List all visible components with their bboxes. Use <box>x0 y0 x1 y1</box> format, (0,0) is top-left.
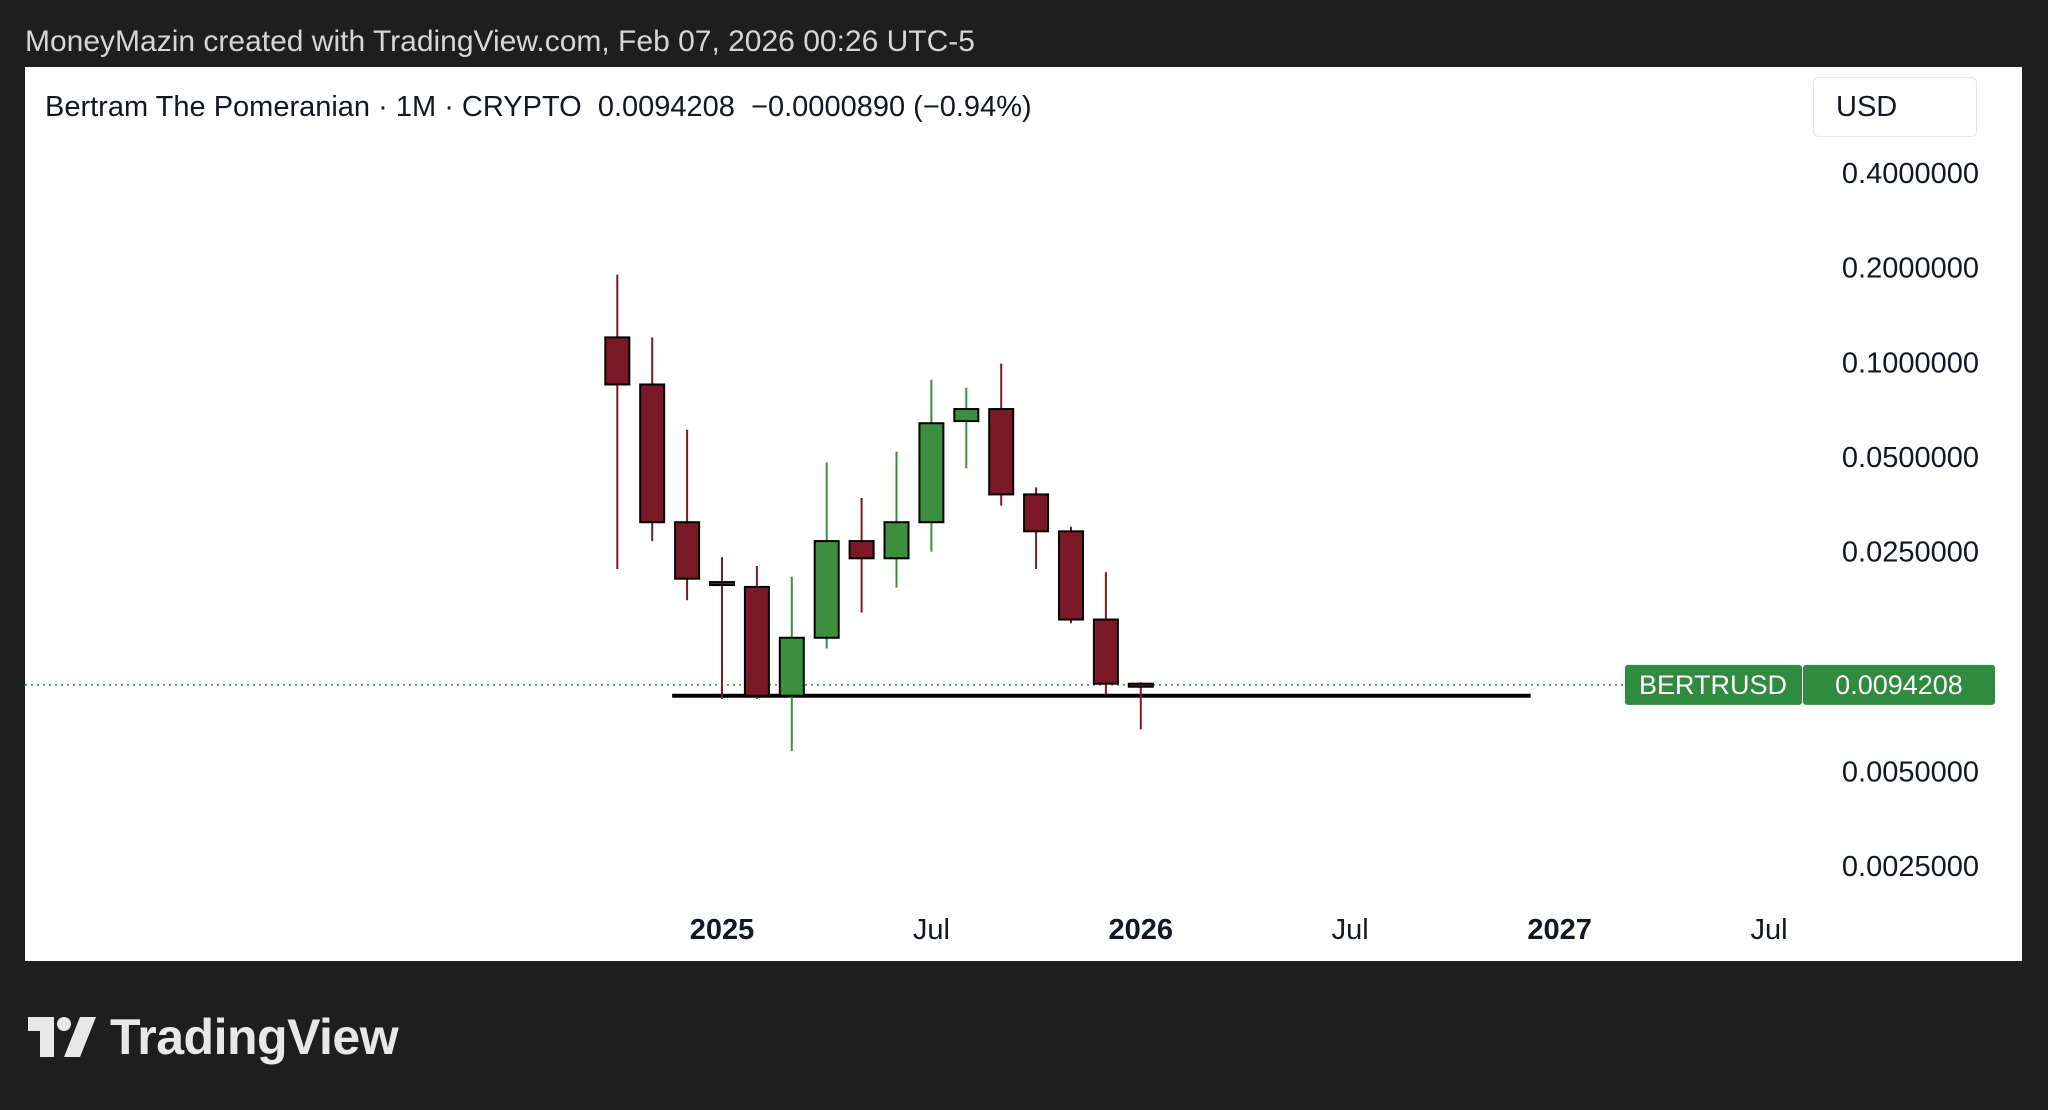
chart-panel[interactable]: Bertram The Pomeranian · 1M · CRYPTO 0.0… <box>25 67 2022 961</box>
x-axis-tick-label: 2027 <box>1527 914 1592 946</box>
candle-body[interactable] <box>1092 618 1119 685</box>
x-axis-tick-label: 2025 <box>690 914 755 946</box>
last-price-label: 0.0094208 <box>1835 670 1963 700</box>
candle-body[interactable] <box>709 581 735 587</box>
x-axis-tick-label: Jul <box>1332 914 1369 946</box>
last-price: 0.0094208 <box>597 91 735 123</box>
chart-caption: MoneyMazin created with TradingView.com,… <box>25 25 975 58</box>
y-axis-tick-label: 0.0500000 <box>1842 442 1979 474</box>
symbol-price-tag <box>1625 664 1802 705</box>
interval-label[interactable]: 1M <box>395 91 437 123</box>
price-change-percent: (−0.94%) <box>913 91 1032 123</box>
y-axis-tick-label: 0.0050000 <box>1842 756 1979 788</box>
candle-body[interactable] <box>988 408 1015 496</box>
symbol-header: Bertram The Pomeranian · 1M · CRYPTO 0.0… <box>45 91 1032 123</box>
last-price-tag <box>1803 664 1995 705</box>
price-change: −0.0000890 <box>751 91 906 123</box>
candle-body[interactable] <box>639 383 666 524</box>
x-axis-tick-label: 2026 <box>1109 914 1174 946</box>
x-axis-tick-label: Jul <box>913 914 950 946</box>
candle-body[interactable] <box>1023 493 1050 533</box>
candle-body[interactable] <box>918 422 945 524</box>
candle-body[interactable] <box>953 408 980 423</box>
candle-body[interactable] <box>743 585 770 697</box>
y-axis-tick-label: 0.0025000 <box>1842 851 1979 883</box>
symbol-ticker-label: BERTRUSD <box>1639 670 1787 700</box>
tradingview-logo-icon <box>28 1017 96 1057</box>
y-axis-tick-label: 0.0250000 <box>1842 537 1979 569</box>
candle-body[interactable] <box>778 636 805 697</box>
candle-body[interactable] <box>848 540 875 560</box>
candle-body[interactable] <box>674 521 701 580</box>
currency-label: USD <box>1836 90 1898 123</box>
y-axis-tick-label: 0.4000000 <box>1842 158 1979 190</box>
y-axis-tick-label: 0.1000000 <box>1842 347 1979 379</box>
candle-body[interactable] <box>604 336 631 386</box>
tradingview-logo: TradingView <box>28 1008 399 1066</box>
exchange-label: CRYPTO <box>461 91 582 123</box>
candle-body[interactable] <box>883 521 910 560</box>
x-axis-tick-label: Jul <box>1750 914 1787 946</box>
currency-selector[interactable]: USD <box>1813 77 1977 137</box>
candle-body[interactable] <box>1127 682 1154 688</box>
y-axis-tick-label: 0.2000000 <box>1842 253 1979 285</box>
candle-body[interactable] <box>813 540 840 639</box>
candle-body[interactable] <box>1058 530 1084 621</box>
price-chart[interactable]: 0.4000000 0.2000000 0.1000000 0.0500000 0.02… <box>25 67 2022 961</box>
brand-name: TradingView <box>110 1009 399 1065</box>
symbol-name: Bertram The Pomeranian <box>45 91 371 123</box>
